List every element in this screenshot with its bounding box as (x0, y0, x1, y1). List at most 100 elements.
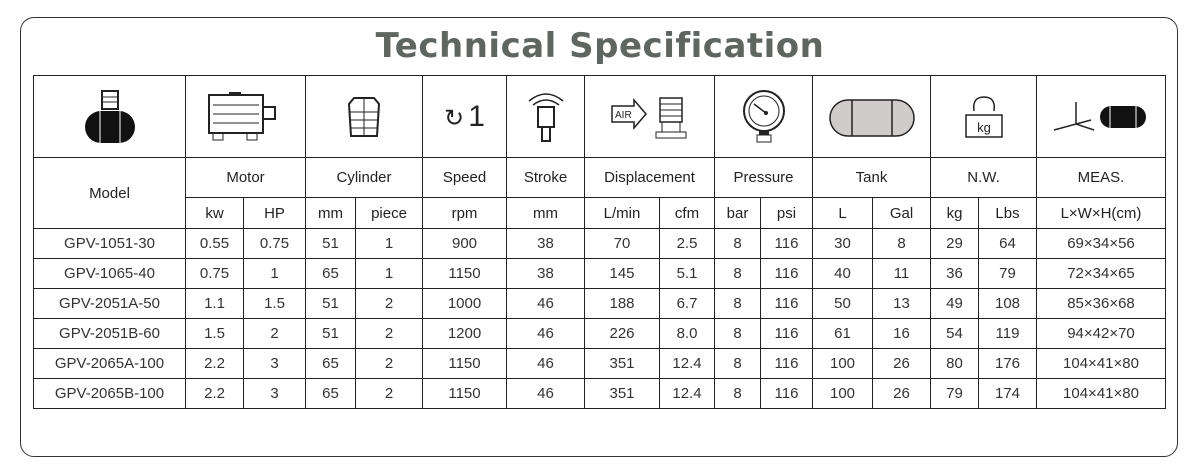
value-cell: 51 (305, 228, 356, 259)
unit-header: Gal (872, 197, 931, 229)
unit-header: L (812, 197, 873, 229)
compressor-pump-icon (33, 75, 186, 158)
unit-header: Lbs (978, 197, 1037, 229)
table-row: GPV-2051A-50 1.1 1.5 51 2 1000 46 188 6.7 8 116 50 1… (33, 288, 1166, 319)
value-cell: 12.4 (659, 348, 715, 379)
header-tank: Tank (812, 157, 931, 198)
value-cell: 1150 (422, 378, 507, 409)
value-cell: 3 (243, 378, 306, 409)
cylinder-icon (305, 75, 423, 158)
value-cell: 69×34×56 (1036, 228, 1166, 259)
value-cell: 0.75 (243, 228, 306, 259)
value-cell: 6.7 (659, 288, 715, 319)
unit-header: psi (760, 197, 813, 229)
value-cell: 72×34×65 (1036, 258, 1166, 289)
value-cell: 64 (978, 228, 1037, 259)
value-cell: 2.2 (185, 378, 244, 409)
value-cell: 65 (305, 258, 356, 289)
stroke-piston-icon (506, 75, 585, 158)
value-cell: 65 (305, 348, 356, 379)
header-stroke: Stroke (506, 157, 585, 198)
header-row: Model Motor Cylinder Speed Stroke Displa… (33, 157, 1166, 229)
unit-header: mm (506, 197, 585, 229)
header-motor: Motor (185, 157, 306, 198)
value-cell: 46 (506, 318, 585, 349)
value-cell: 2 (355, 288, 423, 319)
value-cell: 116 (760, 258, 813, 289)
value-cell: 8 (714, 228, 761, 259)
unit-header: HP (243, 197, 306, 229)
value-cell: 116 (760, 288, 813, 319)
unit-header: kw (185, 197, 244, 229)
value-cell: 1.5 (243, 288, 306, 319)
value-cell: 46 (506, 348, 585, 379)
value-cell: 351 (584, 348, 660, 379)
header-pressure: Pressure (714, 157, 813, 198)
weight-label: kg (977, 120, 991, 135)
motor-icon (185, 75, 306, 158)
value-cell: 54 (930, 318, 979, 349)
value-cell: 1.1 (185, 288, 244, 319)
header-model: Model (33, 157, 186, 229)
icon-row: ↻ 1 AIR kg (33, 75, 1166, 158)
header-speed: Speed (422, 157, 507, 198)
value-cell: 116 (760, 228, 813, 259)
value-cell: 1000 (422, 288, 507, 319)
value-cell: 8 (714, 288, 761, 319)
value-cell: 226 (584, 318, 660, 349)
speed-rotation-icon: ↻ 1 (422, 75, 507, 158)
value-cell: 2.2 (185, 348, 244, 379)
unit-header: bar (714, 197, 761, 229)
value-cell: 30 (812, 228, 873, 259)
value-cell: 351 (584, 378, 660, 409)
header-meas: MEAS. (1036, 157, 1166, 198)
value-cell: 1150 (422, 348, 507, 379)
header-displacement: Displacement (584, 157, 715, 198)
model-cell: GPV-1051-30 (33, 228, 186, 259)
value-cell: 38 (506, 258, 585, 289)
value-cell: 51 (305, 318, 356, 349)
value-cell: 100 (812, 378, 873, 409)
dimensions-icon (1036, 75, 1166, 158)
value-cell: 108 (978, 288, 1037, 319)
value-cell: 8 (714, 318, 761, 349)
value-cell: 94×42×70 (1036, 318, 1166, 349)
value-cell: 13 (872, 288, 931, 319)
unit-header: piece (355, 197, 423, 229)
value-cell: 2 (243, 318, 306, 349)
table-row: GPV-1065-40 0.75 1 65 1 1150 38 145 5.1 8 116 40 11 3… (33, 258, 1166, 289)
header-nw: N.W. (930, 157, 1037, 198)
value-cell: 8 (714, 258, 761, 289)
value-cell: 80 (930, 348, 979, 379)
spec-frame (20, 17, 1178, 457)
model-cell: GPV-1065-40 (33, 258, 186, 289)
value-cell: 2 (355, 318, 423, 349)
value-cell: 8 (714, 348, 761, 379)
value-cell: 900 (422, 228, 507, 259)
model-cell: GPV-2065B-100 (33, 378, 186, 409)
unit-header: L/min (584, 197, 660, 229)
page-title: Technical Specification (375, 26, 825, 66)
unit-header: mm (305, 197, 356, 229)
weight-kg-icon: kg (930, 75, 1037, 158)
value-cell: 0.55 (185, 228, 244, 259)
unit-header: L×W×H(cm) (1036, 197, 1166, 229)
pressure-gauge-icon (714, 75, 813, 158)
value-cell: 36 (930, 258, 979, 289)
value-cell: 8 (872, 228, 931, 259)
value-cell: 38 (506, 228, 585, 259)
value-cell: 2.5 (659, 228, 715, 259)
value-cell: 49 (930, 288, 979, 319)
spec-table: ↻ 1 AIR kg Model Motor Cylinder Speed St… (33, 75, 1166, 409)
unit-header: rpm (422, 197, 507, 229)
model-cell: GPV-2065A-100 (33, 348, 186, 379)
value-cell: 16 (872, 318, 931, 349)
value-cell: 174 (978, 378, 1037, 409)
value-cell: 116 (760, 348, 813, 379)
value-cell: 188 (584, 288, 660, 319)
air-displacement-icon: AIR (584, 75, 715, 158)
unit-row: kw HP mm piece rpm mm L/min cfm bar psi L Gal kg Lbs L… (34, 197, 1166, 229)
header-cylinder: Cylinder (305, 157, 423, 198)
value-cell: 100 (812, 348, 873, 379)
unit-header: cfm (659, 197, 715, 229)
